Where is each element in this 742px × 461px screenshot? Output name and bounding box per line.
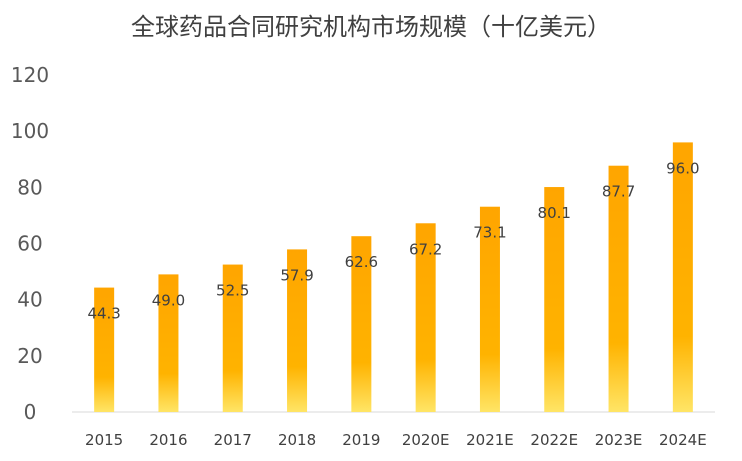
y-axis: 0 20 40 60 80 100 120 (11, 63, 49, 424)
x-tick-label: 2022E (530, 431, 578, 449)
bar (672, 142, 693, 412)
bar (94, 287, 115, 412)
y-tick-label: 120 (11, 63, 49, 87)
x-tick-label: 2017 (214, 431, 252, 449)
x-tick-label: 2019 (342, 431, 380, 449)
x-tick-label: 2015 (85, 431, 123, 449)
data-label: 52.5 (216, 282, 249, 300)
y-tick-label: 100 (11, 119, 49, 143)
x-tick-label: 2021E (466, 431, 514, 449)
y-tick-label: 20 (17, 344, 42, 368)
data-label: 67.2 (409, 240, 442, 258)
x-tick-label: 2016 (149, 431, 187, 449)
bar (351, 236, 372, 412)
data-label: 62.6 (345, 253, 378, 271)
bar (479, 206, 500, 412)
bar (415, 223, 436, 412)
bar (222, 264, 243, 412)
data-label: 87.7 (602, 183, 635, 201)
x-tick-label: 2020E (402, 431, 450, 449)
y-tick-label: 60 (17, 232, 42, 256)
bar (287, 249, 308, 412)
x-axis: 2015 2016 2017 2018 2019 2020E 2021E 2022E 2023E… (85, 431, 707, 449)
bar (608, 165, 629, 412)
data-label: 73.1 (473, 224, 506, 242)
x-tick-label: 2018 (278, 431, 316, 449)
bar (158, 274, 179, 412)
y-tick-label: 0 (24, 400, 37, 424)
bar (544, 187, 565, 412)
data-label: 44.3 (87, 305, 120, 323)
x-tick-label: 2023E (595, 431, 643, 449)
y-tick-label: 80 (17, 175, 42, 199)
data-label: 96.0 (666, 159, 699, 177)
chart-title: 全球药品合同研究机构市场规模（十亿美元） (131, 13, 611, 41)
data-label: 49.0 (152, 291, 185, 309)
data-label: 57.9 (280, 266, 313, 284)
data-labels: 44.3 49.0 52.5 57.9 62.6 67.2 73.1 80.1 87.7 96.0 (87, 159, 699, 322)
data-label: 80.1 (538, 204, 571, 222)
bar-series (94, 142, 693, 412)
y-tick-label: 40 (17, 288, 42, 312)
x-tick-label: 2024E (659, 431, 707, 449)
